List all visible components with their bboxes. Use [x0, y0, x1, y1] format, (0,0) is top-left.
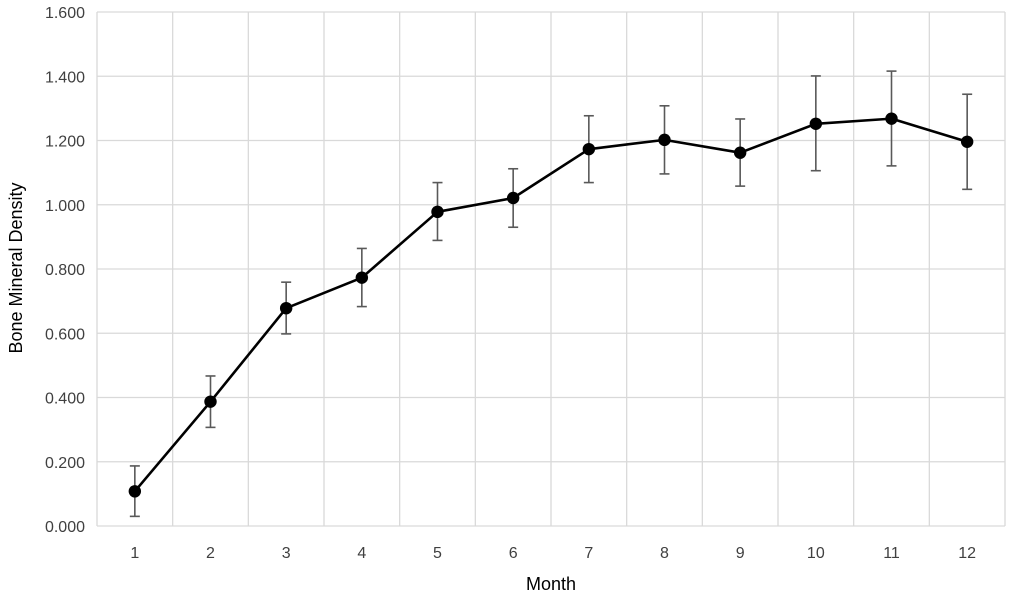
series-line	[133, 117, 968, 493]
y-axis-title: Bone Mineral Density	[6, 182, 26, 353]
x-axis-ticks: 1 2 3 4 5 6 7 8 9 10 11 12	[130, 545, 976, 562]
x-tick-label: 11	[883, 545, 900, 562]
x-tick-label: 12	[958, 545, 976, 562]
data-point	[128, 485, 142, 498]
data-point	[506, 191, 520, 205]
x-tick-label: 5	[433, 545, 442, 562]
x-tick-label: 2	[206, 545, 215, 562]
x-tick-label: 3	[282, 545, 291, 562]
data-point	[582, 142, 596, 156]
data-point	[204, 395, 217, 408]
data-point	[355, 271, 369, 284]
x-tick-label: 4	[357, 545, 366, 562]
y-tick-label: 1.600	[45, 5, 85, 22]
data-point	[733, 146, 747, 159]
data-point	[279, 301, 293, 315]
y-tick-label: 1.000	[45, 198, 85, 215]
y-tick-label: 0.200	[45, 455, 85, 472]
x-tick-label: 10	[807, 545, 825, 562]
x-axis-title: Month	[526, 574, 576, 594]
gridlines	[96, 11, 1006, 527]
y-axis-ticks: 0.000 0.200 0.400 0.600 0.800 1.000 1.200 1.400…	[45, 5, 85, 536]
series-group	[128, 112, 974, 498]
x-tick-label: 6	[509, 545, 518, 562]
data-point	[960, 135, 974, 148]
y-tick-label: 0.000	[45, 519, 85, 536]
data-point	[658, 133, 671, 147]
x-tick-label: 9	[736, 545, 745, 562]
y-tick-label: 0.800	[45, 262, 85, 279]
x-tick-label: 7	[584, 545, 593, 562]
y-tick-label: 1.200	[45, 134, 85, 151]
y-tick-label: 0.400	[45, 391, 85, 408]
x-tick-label: 1	[130, 545, 139, 562]
y-tick-label: 1.400	[45, 69, 85, 86]
data-point	[809, 117, 823, 130]
x-tick-label: 8	[660, 545, 669, 562]
data-point	[431, 205, 444, 219]
data-point	[885, 112, 898, 125]
y-tick-label: 0.600	[45, 326, 85, 343]
